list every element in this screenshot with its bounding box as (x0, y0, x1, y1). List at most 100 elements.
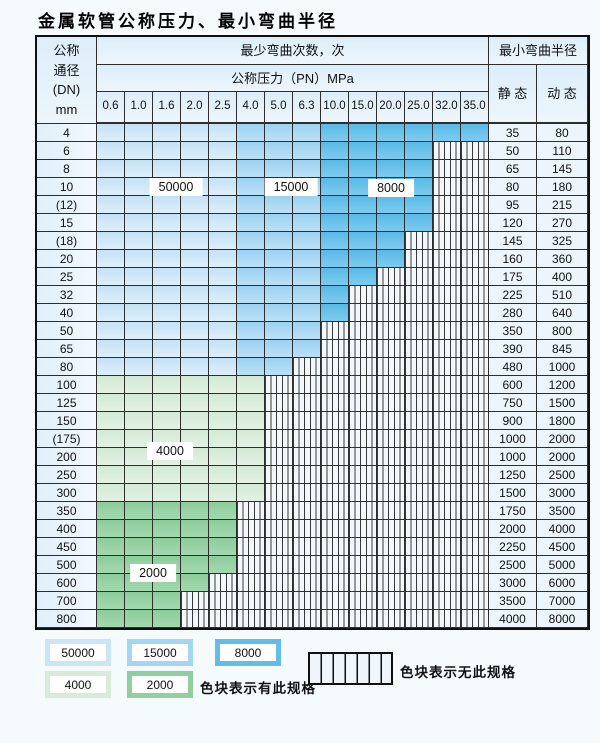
spec-cell (321, 232, 349, 250)
no-spec-cell (377, 268, 405, 286)
spec-cell (321, 250, 349, 268)
no-spec-cell (405, 466, 433, 484)
no-spec-cell (321, 520, 349, 538)
dn-cell: 4 (37, 124, 97, 142)
spec-cell (237, 412, 265, 430)
no-spec-cell (405, 430, 433, 448)
no-spec-cell (433, 178, 461, 196)
no-spec-cell (377, 304, 405, 322)
dynamic-value: 1000 (537, 358, 588, 376)
spec-cell (237, 286, 265, 304)
legend-no-spec-text: 色块表示无此规格 (400, 665, 516, 680)
no-spec-cell (237, 556, 265, 574)
static-value: 600 (489, 376, 537, 394)
legend-swatch-2000: 2000 (127, 671, 193, 698)
spec-cell (237, 214, 265, 232)
no-spec-cell (209, 610, 237, 628)
no-spec-cell (433, 556, 461, 574)
pressure-column-header: 32.0 (433, 92, 461, 124)
no-spec-cell (377, 484, 405, 502)
no-spec-cell (293, 376, 321, 394)
spec-cell (265, 358, 293, 376)
no-spec-cell (461, 556, 489, 574)
dn-cell: 10 (37, 178, 97, 196)
dynamic-value: 8000 (537, 610, 588, 628)
dynamic-value: 145 (537, 160, 588, 178)
region-label-4000: 4000 (147, 442, 193, 460)
no-spec-cell (265, 556, 293, 574)
spec-cell (97, 268, 125, 286)
static-value: 280 (489, 304, 537, 322)
spec-cell (209, 484, 237, 502)
dn-cell: 100 (37, 376, 97, 394)
spec-cell (209, 196, 237, 214)
spec-cell (237, 448, 265, 466)
no-spec-cell (265, 592, 293, 610)
dynamic-value: 5000 (537, 556, 588, 574)
dynamic-value: 270 (537, 214, 588, 232)
spec-cell (265, 268, 293, 286)
no-spec-cell (433, 196, 461, 214)
spec-cell (125, 592, 153, 610)
no-spec-cell (321, 340, 349, 358)
spec-cell (377, 124, 405, 142)
spec-cell (181, 412, 209, 430)
pressure-column-header: 15.0 (349, 92, 377, 124)
no-spec-cell (461, 430, 489, 448)
no-spec-cell (321, 574, 349, 592)
no-spec-cell (321, 322, 349, 340)
spec-cell (181, 538, 209, 556)
no-spec-cell (377, 376, 405, 394)
no-spec-cell (321, 466, 349, 484)
pressure-column-header: 25.0 (405, 92, 433, 124)
spec-cell (265, 304, 293, 322)
spec-cell (181, 358, 209, 376)
no-spec-cell (321, 538, 349, 556)
spec-cell (97, 124, 125, 142)
min-radius-header: 最小弯曲半径 (489, 37, 588, 65)
spec-cell (181, 556, 209, 574)
no-spec-cell (293, 466, 321, 484)
dn-cell: 300 (37, 484, 97, 502)
no-spec-cell (265, 484, 293, 502)
no-spec-cell (461, 322, 489, 340)
dn-cell: 500 (37, 556, 97, 574)
spec-cell (181, 340, 209, 358)
legend-swatch-15000: 15000 (127, 639, 193, 666)
no-spec-cell (349, 592, 377, 610)
spec-cell (461, 124, 489, 142)
no-spec-cell (265, 376, 293, 394)
dn-cell: 450 (37, 538, 97, 556)
dynamic-value: 360 (537, 250, 588, 268)
no-spec-cell (433, 340, 461, 358)
spec-cell (125, 286, 153, 304)
spec-cell (97, 610, 125, 628)
spec-cell (125, 124, 153, 142)
spec-cell (321, 142, 349, 160)
spec-cell (321, 160, 349, 178)
pressure-column-header: 35.0 (461, 92, 489, 124)
spec-cell (265, 250, 293, 268)
no-spec-cell (461, 376, 489, 394)
spec-cell (237, 196, 265, 214)
spec-cell (153, 142, 181, 160)
dynamic-value: 80 (537, 124, 588, 142)
no-spec-cell (237, 538, 265, 556)
no-spec-cell (377, 520, 405, 538)
dn-cell: 350 (37, 502, 97, 520)
spec-cell (97, 466, 125, 484)
page-title: 金属软管公称压力、最小弯曲半径 (38, 12, 338, 31)
dynamic-value: 4000 (537, 520, 588, 538)
static-value: 2250 (489, 538, 537, 556)
spec-cell (293, 214, 321, 232)
no-spec-cell (405, 340, 433, 358)
spec-cell (125, 538, 153, 556)
no-spec-cell (433, 448, 461, 466)
no-spec-cell (321, 610, 349, 628)
spec-cell (377, 250, 405, 268)
spec-cell (377, 214, 405, 232)
spec-cell (153, 592, 181, 610)
no-spec-cell (349, 448, 377, 466)
no-spec-cell (349, 340, 377, 358)
spec-cell (153, 286, 181, 304)
